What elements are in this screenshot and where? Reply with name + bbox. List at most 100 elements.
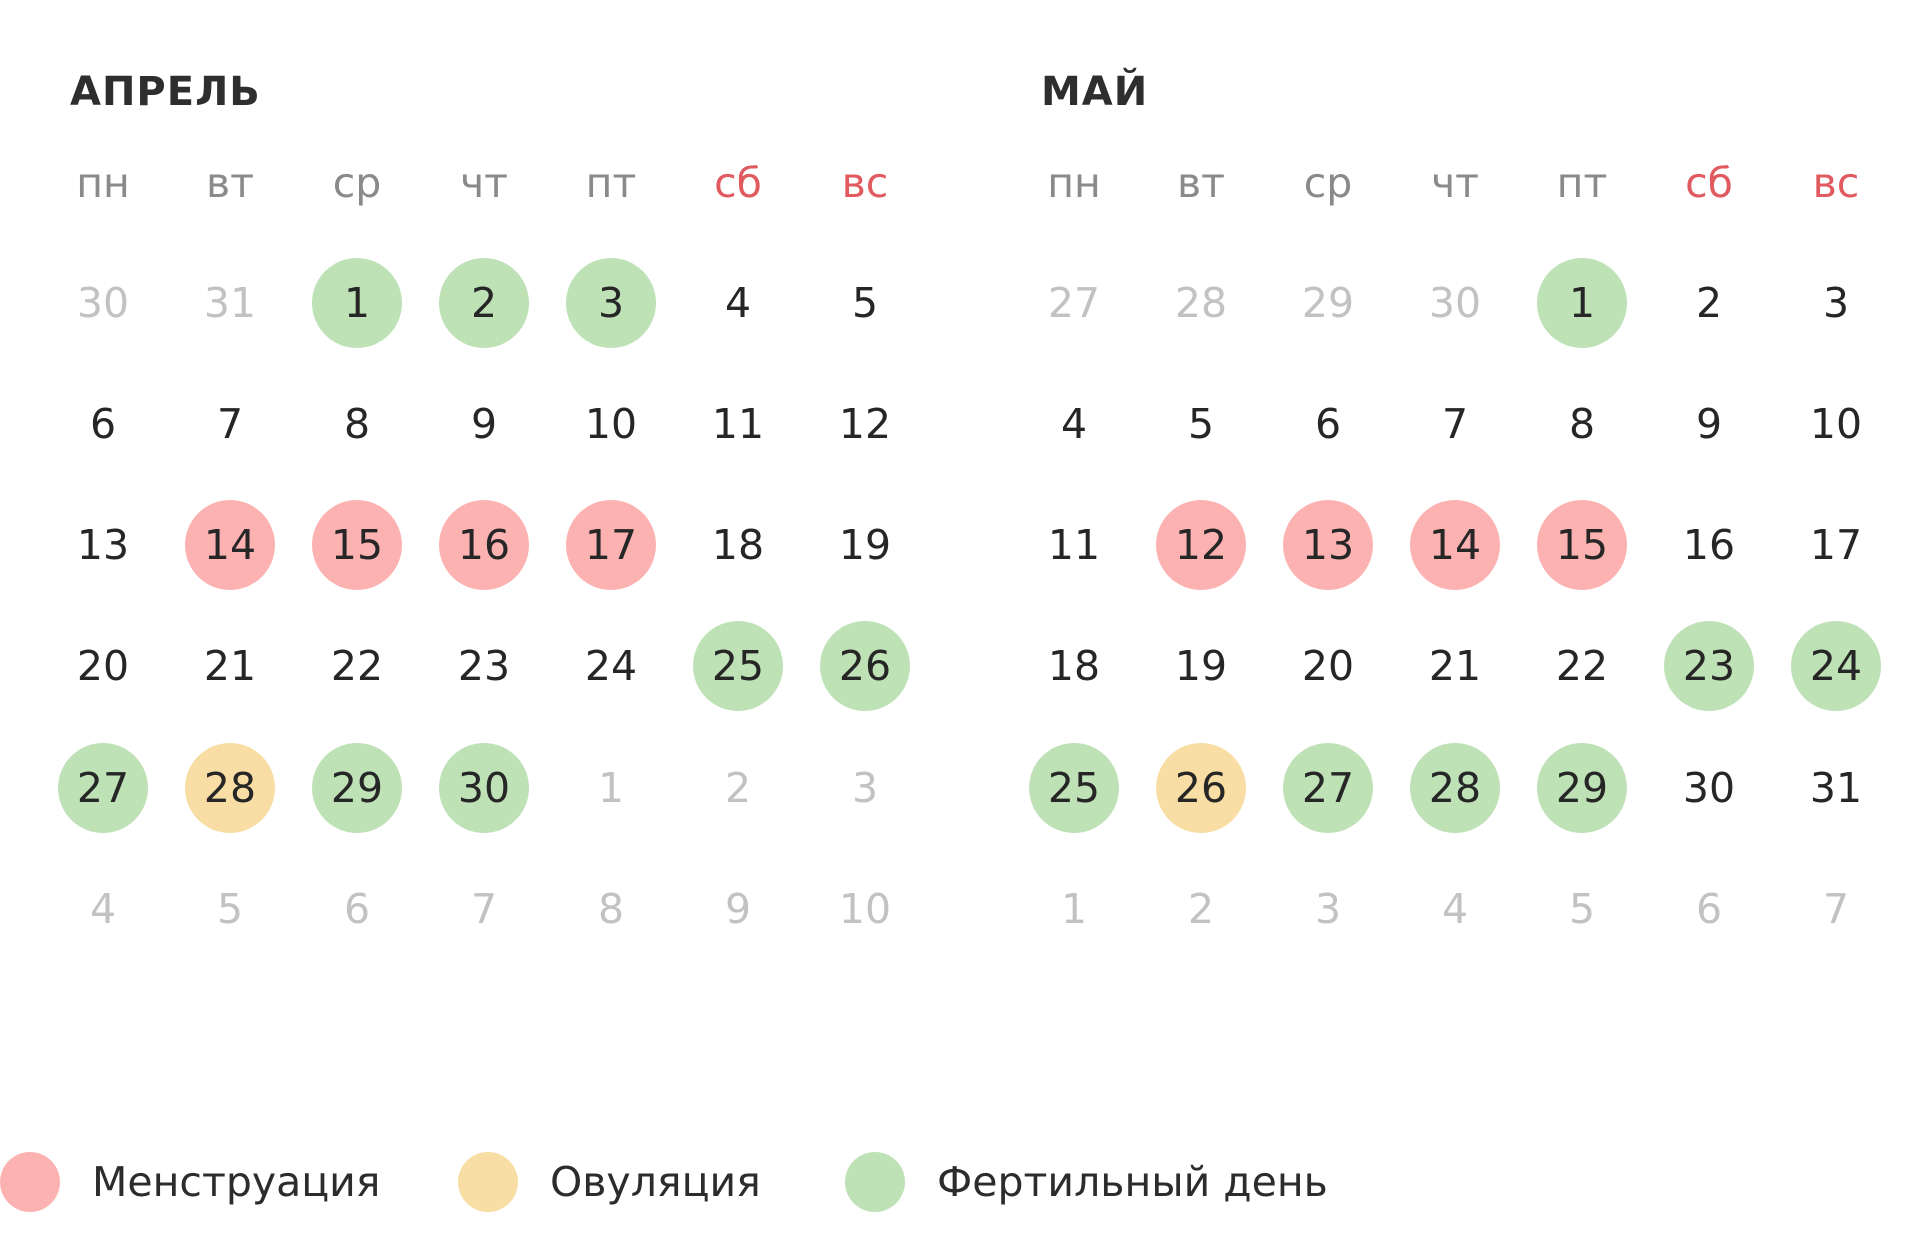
day-cell-fertile: 3 [566,258,656,348]
weekday-header: чт [1430,159,1480,207]
weekday-header: сб [714,159,762,207]
weekday-header: вс [841,159,889,207]
day-cell-normal: 24 [584,642,638,690]
day-cell-normal: 23 [457,642,511,690]
day-cell-fertile: 2 [439,258,529,348]
day-cell-ovulation: 26 [1156,743,1246,833]
day-cell-fertile: 25 [693,621,783,711]
month-title: МАЙ [1041,69,1149,115]
legend-item-menstruation: Менструация [0,1142,380,1222]
day-cell-fertile: 29 [1537,743,1627,833]
day-cell-normal: 8 [1568,400,1596,448]
day-cell-normal: 5 [851,279,879,327]
day-cell-fertile: 23 [1664,621,1754,711]
day-cell-normal: 21 [203,642,257,690]
day-cell-other: 8 [597,885,625,933]
legend-label-menstruation: Менструация [92,1158,381,1206]
weekday-header: пт [1556,159,1608,207]
day-cell-normal: 10 [584,400,638,448]
day-cell-other: 2 [724,764,752,812]
day-cell-normal: 20 [76,642,130,690]
day-cell-menstruation: 15 [312,500,402,590]
day-cell-normal: 21 [1428,642,1482,690]
day-cell-normal: 5 [1187,400,1215,448]
legend-label-fertile: Фертильный день [937,1158,1328,1206]
day-cell-menstruation: 12 [1156,500,1246,590]
day-cell-other: 7 [1822,885,1850,933]
day-cell-normal: 30 [1682,764,1736,812]
legend-item-ovulation: Овуляция [458,1142,761,1222]
day-cell-normal: 11 [711,400,765,448]
day-cell-fertile: 26 [820,621,910,711]
day-cell-other: 5 [1568,885,1596,933]
weekday-header: вт [205,159,255,207]
day-cell-other: 30 [1428,279,1482,327]
day-cell-normal: 7 [1441,400,1469,448]
day-cell-fertile: 30 [439,743,529,833]
day-cell-fertile: 1 [312,258,402,348]
weekday-header: сб [1685,159,1733,207]
weekday-header: пн [76,159,130,207]
day-cell-normal: 11 [1047,521,1101,569]
day-cell-other: 30 [76,279,130,327]
day-cell-fertile: 28 [1410,743,1500,833]
weekday-header: ср [1303,159,1353,207]
day-cell-normal: 2 [1695,279,1723,327]
day-cell-normal: 8 [343,400,371,448]
menstruation-dot-icon [0,1152,60,1212]
day-cell-other: 1 [597,764,625,812]
legend-item-fertile: Фертильный день [845,1142,1328,1222]
day-cell-ovulation: 28 [185,743,275,833]
day-cell-fertile: 25 [1029,743,1119,833]
weekday-header: вс [1812,159,1860,207]
day-cell-other: 29 [1301,279,1355,327]
weekday-header: пт [585,159,637,207]
weekday-header: чт [459,159,509,207]
day-cell-normal: 18 [1047,642,1101,690]
legend-label-ovulation: Овуляция [550,1158,761,1206]
day-cell-other: 3 [851,764,879,812]
day-cell-other: 7 [470,885,498,933]
day-cell-other: 1 [1060,885,1088,933]
day-cell-menstruation: 16 [439,500,529,590]
day-cell-fertile: 29 [312,743,402,833]
day-cell-other: 5 [216,885,244,933]
day-cell-normal: 18 [711,521,765,569]
weekday-header: пн [1047,159,1101,207]
day-cell-other: 4 [89,885,117,933]
day-cell-normal: 22 [330,642,384,690]
day-cell-other: 27 [1047,279,1101,327]
day-cell-other: 6 [1695,885,1723,933]
day-cell-other: 28 [1174,279,1228,327]
day-cell-normal: 17 [1809,521,1863,569]
day-cell-other: 31 [203,279,257,327]
day-cell-menstruation: 17 [566,500,656,590]
day-cell-normal: 9 [470,400,498,448]
day-cell-normal: 7 [216,400,244,448]
day-cell-menstruation: 14 [1410,500,1500,590]
day-cell-menstruation: 14 [185,500,275,590]
day-cell-normal: 4 [724,279,752,327]
day-cell-normal: 3 [1822,279,1850,327]
day-cell-other: 10 [838,885,892,933]
day-cell-fertile: 24 [1791,621,1881,711]
day-cell-normal: 6 [1314,400,1342,448]
day-cell-normal: 19 [838,521,892,569]
day-cell-normal: 6 [89,400,117,448]
day-cell-menstruation: 13 [1283,500,1373,590]
day-cell-other: 3 [1314,885,1342,933]
day-cell-other: 9 [724,885,752,933]
day-cell-normal: 4 [1060,400,1088,448]
month-title: АПРЕЛЬ [70,69,261,115]
day-cell-other: 2 [1187,885,1215,933]
day-cell-normal: 19 [1174,642,1228,690]
day-cell-normal: 20 [1301,642,1355,690]
weekday-header: ср [332,159,382,207]
weekday-header: вт [1176,159,1226,207]
day-cell-fertile: 1 [1537,258,1627,348]
ovulation-dot-icon [458,1152,518,1212]
day-cell-fertile: 27 [1283,743,1373,833]
day-cell-other: 4 [1441,885,1469,933]
day-cell-normal: 9 [1695,400,1723,448]
day-cell-fertile: 27 [58,743,148,833]
